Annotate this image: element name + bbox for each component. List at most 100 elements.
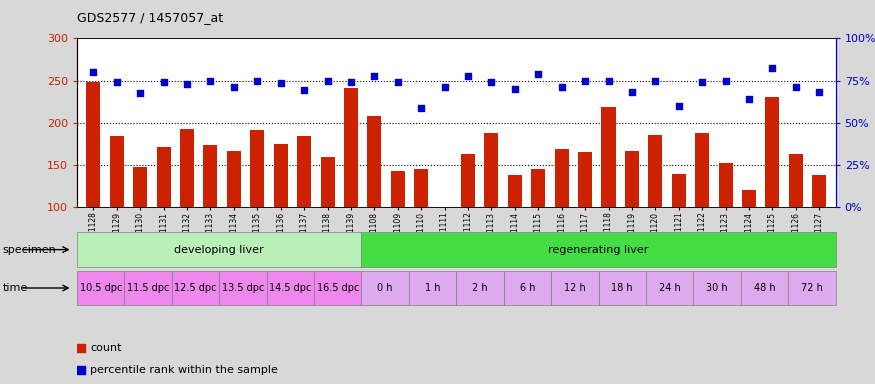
Point [438,83,452,89]
Bar [672,174,686,292]
Point [789,83,803,89]
Point [87,69,101,75]
Bar [601,107,615,292]
Point [74,367,88,373]
Bar [648,135,662,292]
Point [227,83,241,89]
Text: 14.5 dpc: 14.5 dpc [270,283,312,293]
Text: time: time [3,283,28,293]
Bar [578,152,592,292]
Text: 72 h: 72 h [801,283,822,293]
Bar [742,190,756,292]
Point [648,78,662,84]
Point [204,78,218,84]
Point [157,79,171,85]
Bar [391,171,405,292]
Point [250,78,264,84]
Bar [718,162,732,292]
Point [766,65,780,71]
Bar [741,271,788,305]
Text: regenerating liver: regenerating liver [549,245,648,255]
Text: 18 h: 18 h [612,283,634,293]
Bar [788,154,803,292]
Bar [598,271,646,305]
Text: 11.5 dpc: 11.5 dpc [127,283,169,293]
Bar [414,169,428,292]
Text: 13.5 dpc: 13.5 dpc [221,283,264,293]
Bar [485,133,499,292]
Bar [267,271,314,305]
Text: 48 h: 48 h [753,283,775,293]
Bar [368,116,382,292]
Bar [461,154,475,292]
Point [601,78,615,84]
Bar [625,151,639,292]
Bar [504,271,551,305]
Bar [766,97,780,292]
Text: 6 h: 6 h [520,283,536,293]
Bar [109,136,124,292]
Bar [274,144,288,292]
Bar [788,271,836,305]
Point [485,79,499,85]
Bar [298,136,311,292]
Point [672,103,686,109]
Bar [695,133,710,292]
Bar [409,271,457,305]
Bar [77,271,124,305]
Point [555,83,569,89]
Point [133,90,147,96]
Bar [361,232,836,267]
Point [368,73,382,79]
Text: 30 h: 30 h [706,283,728,293]
Bar [320,157,334,292]
Point [812,89,826,95]
Bar [531,169,545,292]
Point [742,96,756,102]
Bar [507,175,522,292]
Text: percentile rank within the sample: percentile rank within the sample [90,365,278,375]
Point [531,71,545,77]
Bar [361,271,409,305]
Text: 12 h: 12 h [564,283,585,293]
Point [298,87,311,93]
Point [718,78,732,84]
Bar [124,271,172,305]
Point [391,79,405,85]
Bar [438,207,452,292]
Text: 0 h: 0 h [377,283,393,293]
Point [74,345,88,351]
Bar [693,271,741,305]
Point [578,78,592,84]
Bar [646,271,693,305]
Text: developing liver: developing liver [174,245,264,255]
Bar [220,271,267,305]
Text: specimen: specimen [3,245,56,255]
Point [344,79,358,85]
Point [320,78,334,84]
Point [507,86,522,92]
Bar [314,271,361,305]
Bar [204,145,218,292]
Point [695,79,709,85]
Bar [812,175,826,292]
Bar [87,82,101,292]
Point [109,79,123,85]
Bar [77,232,361,267]
Text: GDS2577 / 1457057_at: GDS2577 / 1457057_at [77,12,223,25]
Bar [133,167,147,292]
Bar [344,88,358,292]
Point [625,89,639,95]
Point [461,73,475,79]
Bar [172,271,220,305]
Text: count: count [90,343,122,353]
Bar [180,129,194,292]
Text: 1 h: 1 h [425,283,440,293]
Point [274,80,288,86]
Text: 10.5 dpc: 10.5 dpc [80,283,122,293]
Bar [555,149,569,292]
Text: 12.5 dpc: 12.5 dpc [174,283,217,293]
Bar [457,271,504,305]
Text: 2 h: 2 h [473,283,488,293]
Point [180,81,194,87]
